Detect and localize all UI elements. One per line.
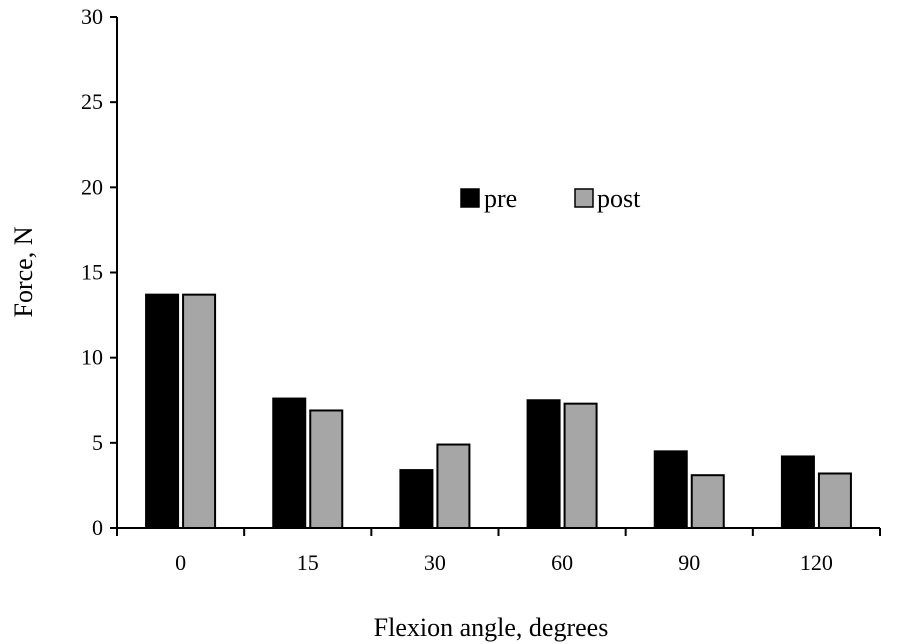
x-tick-label: 30 [424,550,446,575]
x-axis-title: Flexion angle, degrees [374,613,609,642]
y-axis-title: Force, N [9,226,38,317]
x-tick-label: 90 [678,550,700,575]
bar-pre-60 [526,399,561,529]
bar-post-120 [817,472,852,530]
bar-pre-15 [272,397,307,529]
bar-post-90 [690,474,725,529]
legend-label-pre: pre [484,184,517,213]
x-tick-label: 0 [175,550,186,575]
bar-post-60 [563,402,598,530]
x-tick-label: 120 [800,550,833,575]
bar-pre-90 [653,450,688,530]
y-tick-label: 30 [81,4,103,29]
y-tick-label: 5 [92,430,103,455]
y-axis: 0 5 10 15 20 25 30 [81,4,118,540]
y-tick-label: 15 [81,260,103,285]
bar-pre-0 [145,293,180,530]
legend: pre post [460,184,641,213]
x-tick-label: 60 [551,550,573,575]
y-tick-label: 25 [81,89,103,114]
legend-swatch-pre [460,188,480,208]
bars [145,293,852,530]
bar-pre-30 [399,469,434,530]
x-tick-label: 15 [297,550,319,575]
bar-post-0 [182,293,217,530]
y-tick-label: 0 [92,515,103,540]
bar-post-30 [436,443,471,529]
legend-label-post: post [597,184,641,213]
bar-post-15 [309,409,344,529]
y-tick-label: 20 [81,174,103,199]
legend-swatch-post [574,188,594,208]
y-tick-label: 10 [81,345,103,370]
x-axis: 0 15 30 60 90 120 [116,527,881,575]
bar-pre-120 [780,455,815,529]
